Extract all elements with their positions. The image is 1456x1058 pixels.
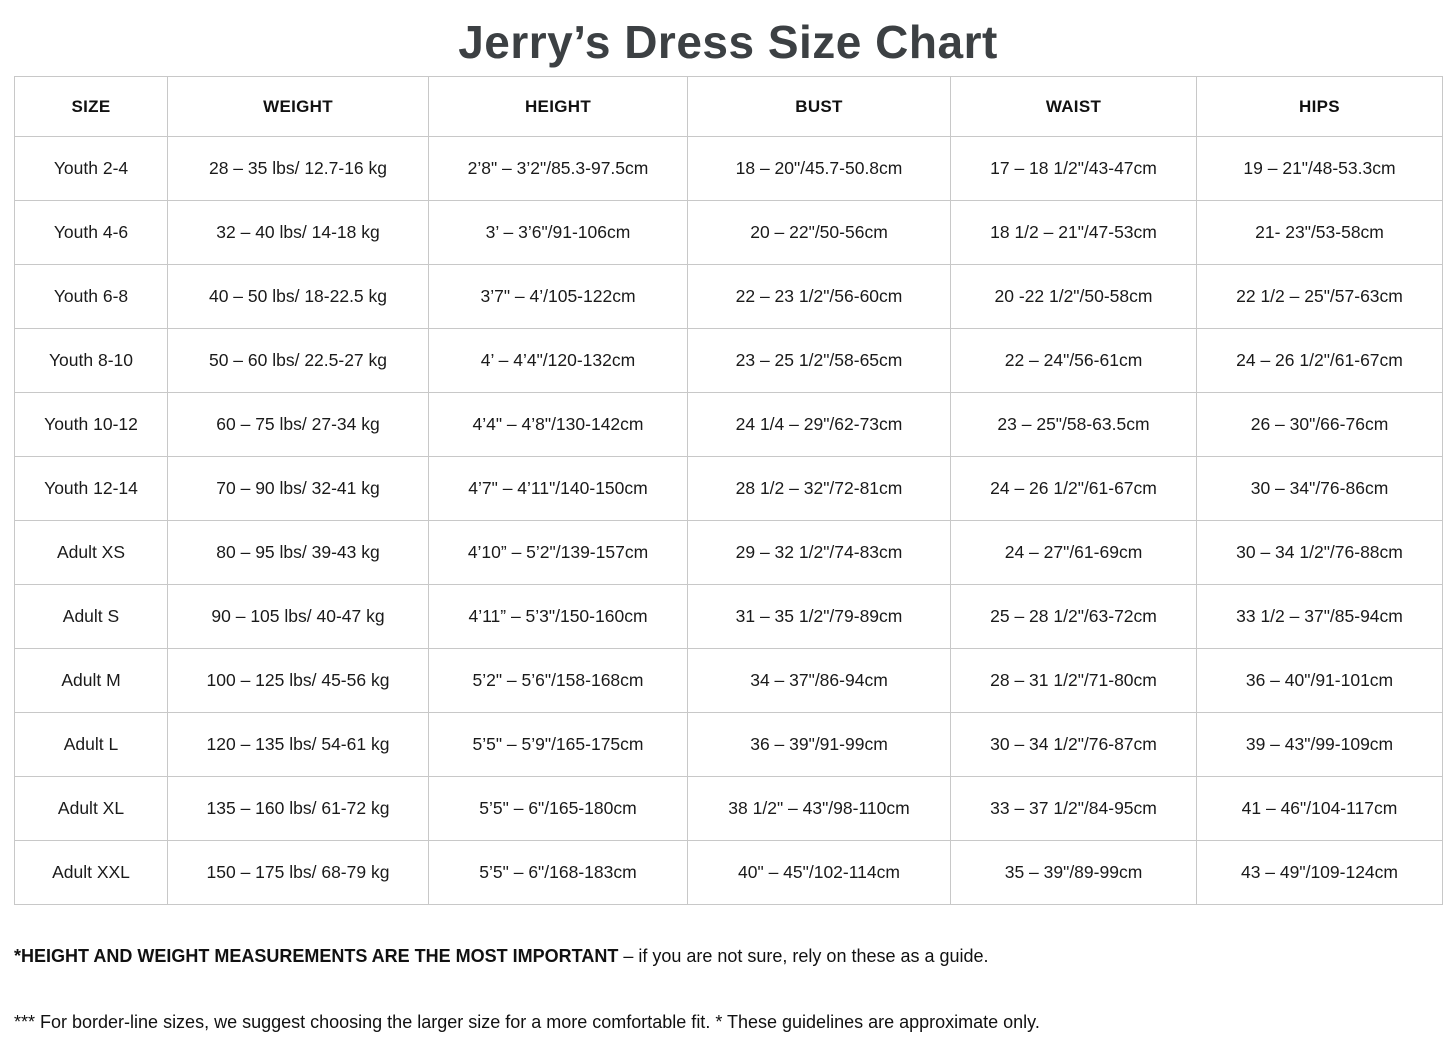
table-row: Adult XS 80 – 95 lbs/ 39-43 kg 4’10” – 5… (14, 520, 1443, 585)
height-cell: 4’11” – 5’3"/150-160cm (428, 584, 688, 649)
size-cell: Youth 8-10 (14, 328, 168, 393)
table-row: Adult S 90 – 105 lbs/ 40-47 kg 4’11” – 5… (14, 584, 1443, 649)
waist-cell: 18 1/2 – 21"/47-53cm (950, 200, 1197, 265)
bust-cell: 38 1/2" – 43"/98-110cm (687, 776, 951, 841)
bust-cell: 34 – 37"/86-94cm (687, 648, 951, 713)
hips-cell: 22 1/2 – 25"/57-63cm (1196, 264, 1443, 329)
waist-cell: 33 – 37 1/2"/84-95cm (950, 776, 1197, 841)
waist-cell: 22 – 24"/56-61cm (950, 328, 1197, 393)
weight-cell: 32 – 40 lbs/ 14-18 kg (167, 200, 429, 265)
footnote-height-weight: *HEIGHT AND WEIGHT MEASUREMENTS ARE THE … (14, 945, 1456, 967)
size-cell: Adult L (14, 712, 168, 777)
height-cell: 5’2" – 5’6"/158-168cm (428, 648, 688, 713)
waist-cell: 24 – 26 1/2"/61-67cm (950, 456, 1197, 521)
footnote-regular-text: – if you are not sure, rely on these as … (618, 946, 989, 966)
height-cell: 3’ – 3’6"/91-106cm (428, 200, 688, 265)
height-cell: 4’7" – 4’11"/140-150cm (428, 456, 688, 521)
table-row: Youth 12-14 70 – 90 lbs/ 32-41 kg 4’7" –… (14, 456, 1443, 521)
weight-cell: 150 – 175 lbs/ 68-79 kg (167, 840, 429, 905)
bust-cell: 31 – 35 1/2"/79-89cm (687, 584, 951, 649)
weight-cell: 120 – 135 lbs/ 54-61 kg (167, 712, 429, 777)
table-row: Youth 2-4 28 – 35 lbs/ 12.7-16 kg 2’8" –… (14, 136, 1443, 201)
waist-cell: 28 – 31 1/2"/71-80cm (950, 648, 1197, 713)
height-cell: 2’8" – 3’2"/85.3-97.5cm (428, 136, 688, 201)
hips-cell: 30 – 34"/76-86cm (1196, 456, 1443, 521)
height-cell: 5’5" – 5’9"/165-175cm (428, 712, 688, 777)
size-cell: Adult XL (14, 776, 168, 841)
hips-cell: 24 – 26 1/2"/61-67cm (1196, 328, 1443, 393)
weight-cell: 90 – 105 lbs/ 40-47 kg (167, 584, 429, 649)
size-cell: Youth 4-6 (14, 200, 168, 265)
column-header-hips: HIPS (1196, 76, 1443, 137)
waist-cell: 24 – 27"/61-69cm (950, 520, 1197, 585)
weight-cell: 135 – 160 lbs/ 61-72 kg (167, 776, 429, 841)
size-cell: Adult S (14, 584, 168, 649)
waist-cell: 20 -22 1/2"/50-58cm (950, 264, 1197, 329)
weight-cell: 100 – 125 lbs/ 45-56 kg (167, 648, 429, 713)
waist-cell: 23 – 25"/58-63.5cm (950, 392, 1197, 457)
bust-cell: 24 1/4 – 29"/62-73cm (687, 392, 951, 457)
waist-cell: 35 – 39"/89-99cm (950, 840, 1197, 905)
height-cell: 4’ – 4’4"/120-132cm (428, 328, 688, 393)
size-cell: Youth 6-8 (14, 264, 168, 329)
column-header-size: SIZE (14, 76, 168, 137)
column-header-weight: WEIGHT (167, 76, 429, 137)
size-cell: Adult XXL (14, 840, 168, 905)
height-cell: 3’7" – 4’/105-122cm (428, 264, 688, 329)
bust-cell: 18 – 20"/45.7-50.8cm (687, 136, 951, 201)
dress-size-table: SIZE WEIGHT HEIGHT BUST WAIST HIPS Youth… (14, 76, 1443, 905)
weight-cell: 40 – 50 lbs/ 18-22.5 kg (167, 264, 429, 329)
weight-cell: 80 – 95 lbs/ 39-43 kg (167, 520, 429, 585)
column-header-bust: BUST (687, 76, 951, 137)
waist-cell: 25 – 28 1/2"/63-72cm (950, 584, 1197, 649)
table-row: Adult XXL 150 – 175 lbs/ 68-79 kg 5’5" –… (14, 840, 1443, 905)
size-cell: Youth 12-14 (14, 456, 168, 521)
table-row: Adult M 100 – 125 lbs/ 45-56 kg 5’2" – 5… (14, 648, 1443, 713)
hips-cell: 36 – 40"/91-101cm (1196, 648, 1443, 713)
page-title: Jerry’s Dress Size Chart (458, 16, 998, 68)
size-cell: Adult XS (14, 520, 168, 585)
table-row: Youth 6-8 40 – 50 lbs/ 18-22.5 kg 3’7" –… (14, 264, 1443, 329)
weight-cell: 28 – 35 lbs/ 12.7-16 kg (167, 136, 429, 201)
hips-cell: 21- 23"/53-58cm (1196, 200, 1443, 265)
column-header-waist: WAIST (950, 76, 1197, 137)
table-row: Adult XL 135 – 160 lbs/ 61-72 kg 5’5" – … (14, 776, 1443, 841)
hips-cell: 39 – 43"/99-109cm (1196, 712, 1443, 777)
bust-cell: 22 – 23 1/2"/56-60cm (687, 264, 951, 329)
bust-cell: 29 – 32 1/2"/74-83cm (687, 520, 951, 585)
waist-cell: 30 – 34 1/2"/76-87cm (950, 712, 1197, 777)
hips-cell: 26 – 30"/66-76cm (1196, 392, 1443, 457)
hips-cell: 33 1/2 – 37"/85-94cm (1196, 584, 1443, 649)
footnote-bold-text: *HEIGHT AND WEIGHT MEASUREMENTS ARE THE … (14, 946, 619, 966)
weight-cell: 60 – 75 lbs/ 27-34 kg (167, 392, 429, 457)
bust-cell: 28 1/2 – 32"/72-81cm (687, 456, 951, 521)
weight-cell: 50 – 60 lbs/ 22.5-27 kg (167, 328, 429, 393)
hips-cell: 19 – 21"/48-53.3cm (1196, 136, 1443, 201)
hips-cell: 43 – 49"/109-124cm (1196, 840, 1443, 905)
size-cell: Youth 10-12 (14, 392, 168, 457)
size-cell: Youth 2-4 (14, 136, 168, 201)
table-row: Youth 4-6 32 – 40 lbs/ 14-18 kg 3’ – 3’6… (14, 200, 1443, 265)
column-header-height: HEIGHT (428, 76, 688, 137)
table-header-row: SIZE WEIGHT HEIGHT BUST WAIST HIPS (14, 76, 1443, 137)
height-cell: 4’4" – 4’8"/130-142cm (428, 392, 688, 457)
weight-cell: 70 – 90 lbs/ 32-41 kg (167, 456, 429, 521)
table-row: Youth 10-12 60 – 75 lbs/ 27-34 kg 4’4" –… (14, 392, 1443, 457)
footnote-borderline-sizes: *** For border-line sizes, we suggest ch… (14, 1012, 1040, 1032)
bust-cell: 36 – 39"/91-99cm (687, 712, 951, 777)
bust-cell: 40" – 45"/102-114cm (687, 840, 951, 905)
table-row: Youth 8-10 50 – 60 lbs/ 22.5-27 kg 4’ – … (14, 328, 1443, 393)
height-cell: 5’5" – 6"/168-183cm (428, 840, 688, 905)
hips-cell: 41 – 46"/104-117cm (1196, 776, 1443, 841)
hips-cell: 30 – 34 1/2"/76-88cm (1196, 520, 1443, 585)
waist-cell: 17 – 18 1/2"/43-47cm (950, 136, 1197, 201)
bust-cell: 20 – 22"/50-56cm (687, 200, 951, 265)
size-cell: Adult M (14, 648, 168, 713)
bust-cell: 23 – 25 1/2"/58-65cm (687, 328, 951, 393)
height-cell: 4’10” – 5’2"/139-157cm (428, 520, 688, 585)
table-row: Adult L 120 – 135 lbs/ 54-61 kg 5’5" – 5… (14, 712, 1443, 777)
height-cell: 5’5" – 6"/165-180cm (428, 776, 688, 841)
